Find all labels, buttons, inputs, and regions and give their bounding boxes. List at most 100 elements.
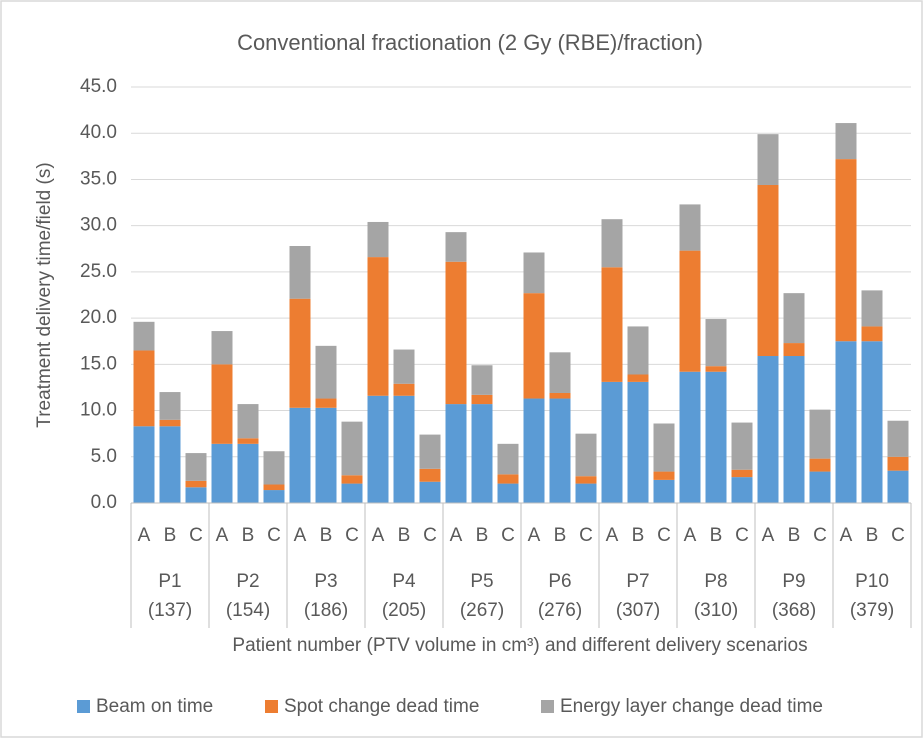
bar-segment [159, 392, 181, 420]
bar-segment [757, 356, 779, 503]
y-tick-label: 0.0 [91, 492, 117, 513]
group-volume: (379) [850, 600, 894, 621]
group-label: P6 [548, 571, 571, 592]
legend-swatch [77, 700, 90, 713]
bar-segment [835, 123, 857, 160]
group-volume: (276) [538, 600, 582, 621]
bar-segment [887, 456, 909, 471]
group-label: P9 [782, 571, 805, 592]
bar-segment [133, 321, 155, 351]
bar-segment [523, 252, 545, 294]
group-label: P5 [470, 571, 493, 592]
bar-segment [237, 438, 259, 444]
bar-segment [575, 433, 597, 477]
y-tick-label: 10.0 [80, 400, 117, 421]
bar-segment [185, 453, 207, 481]
y-tick-label: 5.0 [91, 446, 117, 467]
x-tick-label: B [866, 525, 879, 546]
bar-segment [185, 480, 207, 488]
bar-segment [211, 331, 233, 365]
bar-segment [835, 341, 857, 503]
group-volume: (307) [616, 600, 660, 621]
bar-segment [627, 381, 649, 503]
x-tick-label: B [320, 525, 333, 546]
group-label: P4 [392, 571, 416, 592]
bar-segment [861, 290, 883, 327]
bar-segment [263, 451, 285, 485]
bar-segment [601, 219, 623, 268]
group-label: P3 [314, 571, 337, 592]
bar-segment [757, 134, 779, 185]
bar-segment [341, 483, 363, 503]
bar-segment [393, 395, 415, 503]
legend-label: Energy layer change dead time [560, 696, 823, 717]
bar-segment [731, 477, 753, 503]
x-tick-label: A [138, 525, 151, 546]
x-tick-label: C [267, 525, 281, 546]
bar-segment [887, 470, 909, 503]
group-volume: (267) [460, 600, 504, 621]
x-tick-label: A [216, 525, 229, 546]
bar-segment [367, 221, 389, 258]
x-tick-label: C [579, 525, 593, 546]
bar-segment [549, 392, 571, 399]
x-tick-label: A [606, 525, 619, 546]
x-tick-label: A [294, 525, 307, 546]
bar-segment [601, 267, 623, 382]
chart-title: Conventional fractionation (2 Gy (RBE)/f… [237, 30, 703, 55]
x-tick-label: C [423, 525, 437, 546]
bar-segment [835, 159, 857, 342]
x-tick-label: C [813, 525, 827, 546]
bar-segment [289, 407, 311, 503]
group-volume: (137) [148, 600, 192, 621]
group-label: P1 [158, 571, 181, 592]
legend-swatch [541, 700, 554, 713]
group-label: P7 [626, 571, 649, 592]
x-tick-label: A [372, 525, 385, 546]
bar-segment [601, 381, 623, 503]
x-tick-label: A [840, 525, 853, 546]
group-label: P2 [236, 571, 259, 592]
y-tick-label: 15.0 [80, 353, 117, 374]
x-tick-label: A [684, 525, 697, 546]
x-axis-label: Patient number (PTV volume in cm³) and d… [232, 635, 807, 656]
bar-segment [653, 479, 675, 503]
bar-segment [679, 250, 701, 372]
bar-segment [783, 293, 805, 344]
x-tick-label: C [657, 525, 671, 546]
y-tick-label: 45.0 [80, 76, 117, 97]
bar-segment [419, 468, 441, 482]
bar-segment [185, 487, 207, 503]
x-tick-label: C [501, 525, 515, 546]
x-tick-label: A [528, 525, 541, 546]
bar-segment [419, 434, 441, 469]
x-tick-label: C [891, 525, 905, 546]
bar-segment [679, 204, 701, 251]
bar-segment [549, 398, 571, 503]
bar-segment [133, 350, 155, 427]
bar-segment [211, 364, 233, 444]
x-tick-label: A [762, 525, 775, 546]
x-tick-label: B [476, 525, 489, 546]
bar-segment [705, 366, 727, 372]
bar-segment [211, 443, 233, 503]
bar-segment [887, 420, 909, 457]
bar-segment [315, 407, 337, 503]
bar-segment [497, 443, 519, 475]
x-tick-label: A [450, 525, 463, 546]
bar-segment [237, 443, 259, 503]
bar-segment [341, 475, 363, 484]
group-volume: (310) [694, 600, 738, 621]
bar-segment [497, 474, 519, 484]
bar-segment [367, 395, 389, 503]
legend-swatch [265, 700, 278, 713]
bar-segment [289, 246, 311, 299]
group-volume: (186) [304, 600, 348, 621]
x-tick-label: C [189, 525, 203, 546]
y-tick-label: 25.0 [80, 261, 117, 282]
x-tick-label: B [632, 525, 645, 546]
bar-segment [809, 458, 831, 472]
x-tick-label: B [242, 525, 255, 546]
bar-segment [705, 319, 727, 367]
